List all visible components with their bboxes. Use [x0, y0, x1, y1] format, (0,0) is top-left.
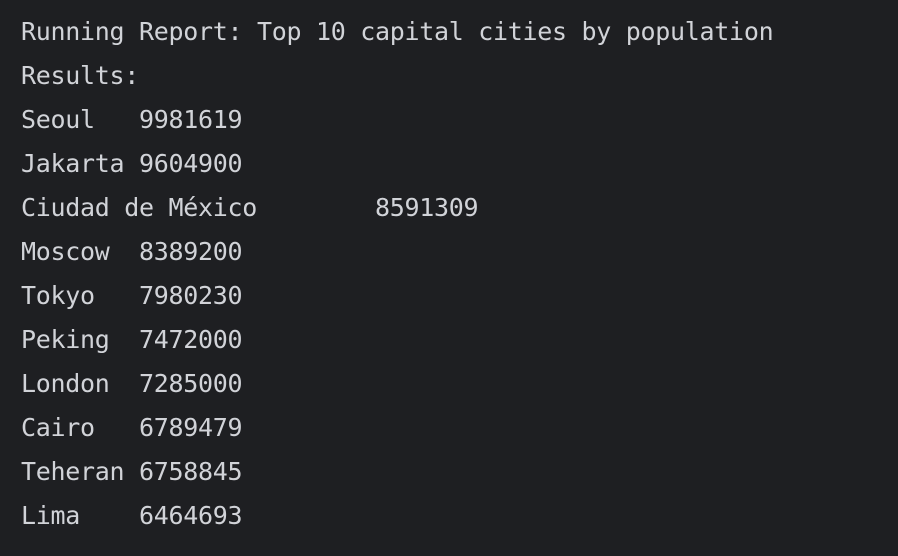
tab-gap: [110, 237, 140, 266]
population-value: 9604900: [139, 149, 243, 178]
tab-gap: [110, 325, 140, 354]
population-value: 7472000: [139, 325, 243, 354]
result-row: Peking 7472000: [21, 325, 243, 355]
result-row: Jakarta 9604900: [21, 149, 243, 179]
city-name: Tokyo: [21, 281, 95, 310]
city-name: Ciudad de México: [21, 193, 258, 222]
city-name: Moscow: [21, 237, 110, 266]
city-name: Teheran: [21, 457, 125, 486]
results-label: Results:: [21, 61, 140, 90]
city-name: Cairo: [21, 413, 95, 442]
result-row: Teheran 6758845: [21, 457, 243, 487]
population-value: 8591309: [375, 193, 479, 222]
tab-gap: [110, 369, 140, 398]
population-value: 6789479: [139, 413, 243, 442]
city-name: Lima: [21, 501, 81, 530]
result-row: Ciudad de México 8591309: [21, 193, 479, 223]
tab-gap: [80, 501, 139, 530]
population-value: 6464693: [139, 501, 243, 530]
tab-gap: [124, 457, 139, 486]
population-value: 7980230: [139, 281, 243, 310]
result-row: Moscow 8389200: [21, 237, 243, 267]
tab-gap: [124, 149, 139, 178]
report-header: Running Report: Top 10 capital cities by…: [21, 17, 774, 46]
population-value: 8389200: [139, 237, 243, 266]
city-name: Jakarta: [21, 149, 125, 178]
tab-gap: [95, 105, 139, 134]
population-value: 7285000: [139, 369, 243, 398]
result-row: Cairo 6789479: [21, 413, 243, 443]
result-row: Lima 6464693: [21, 501, 243, 531]
city-name: Peking: [21, 325, 110, 354]
result-row: Tokyo 7980230: [21, 281, 243, 311]
city-name: Seoul: [21, 105, 95, 134]
result-row: Seoul 9981619: [21, 105, 243, 135]
tab-gap: [95, 413, 139, 442]
tab-gap: [257, 193, 375, 222]
city-name: London: [21, 369, 110, 398]
tab-gap: [95, 281, 139, 310]
result-row: London 7285000: [21, 369, 243, 399]
population-value: 6758845: [139, 457, 243, 486]
population-value: 9981619: [139, 105, 243, 134]
